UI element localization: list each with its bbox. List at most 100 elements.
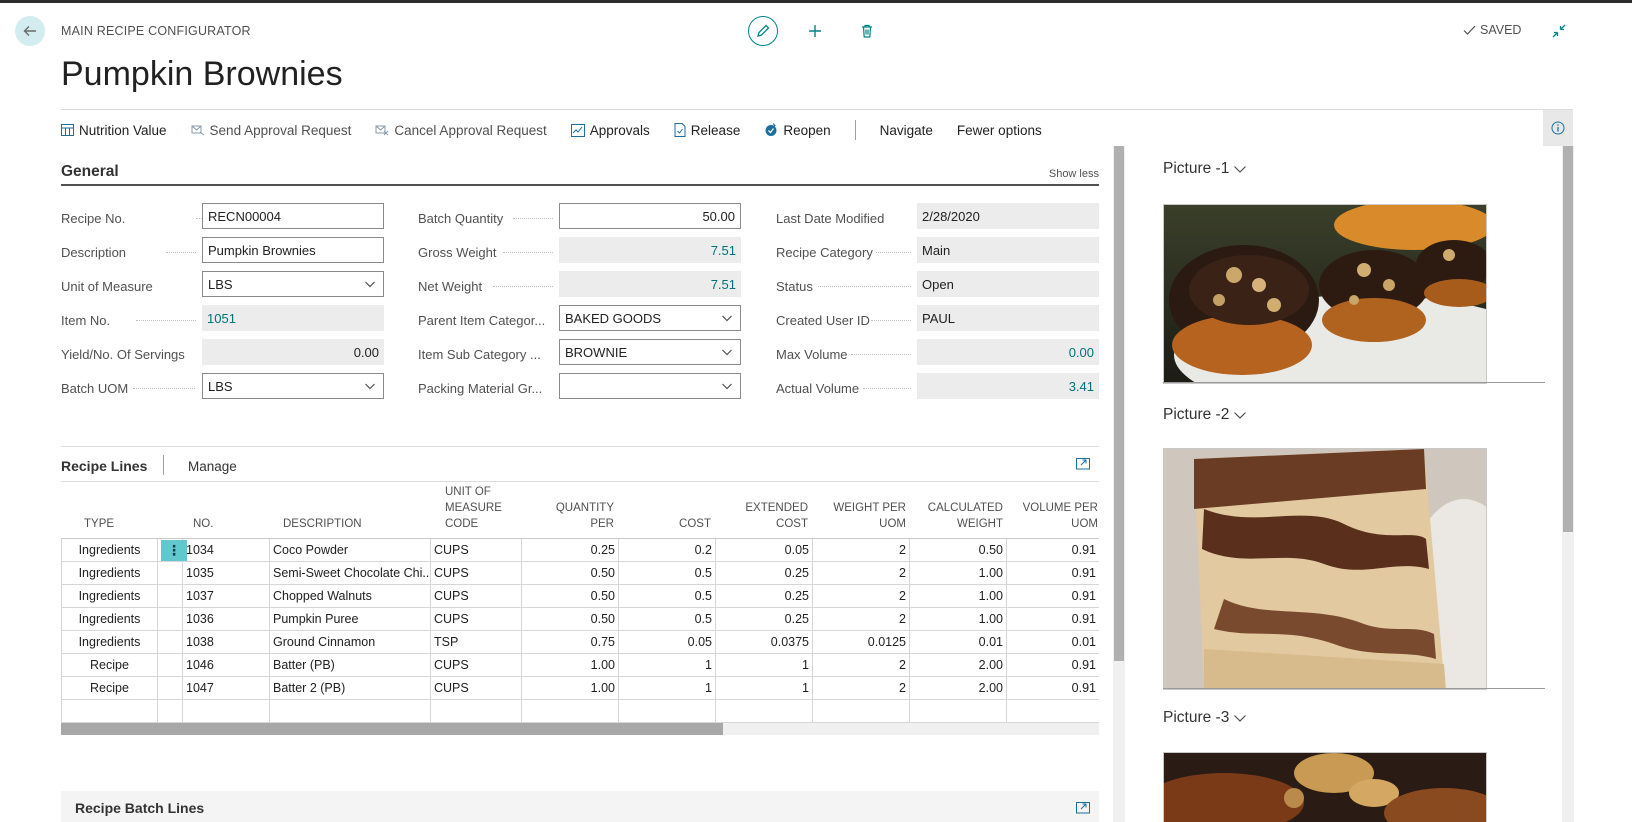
batch-quantity-input[interactable]: 50.00 xyxy=(559,203,741,229)
edit-button[interactable] xyxy=(748,16,778,46)
cell-no[interactable]: 1046 xyxy=(182,654,269,676)
cell-extended-cost[interactable]: 1 xyxy=(715,677,812,699)
cell-quantity[interactable]: 1.00 xyxy=(521,654,618,676)
recipe-no-input[interactable]: RECN00004 xyxy=(202,203,384,229)
cell-volume-per-uom[interactable]: 0.91 xyxy=(1006,539,1099,561)
cell-no[interactable]: 1037 xyxy=(182,585,269,607)
picture-1-image[interactable] xyxy=(1163,204,1487,384)
cell-uom[interactable]: CUPS xyxy=(430,585,521,607)
col-header-type[interactable]: TYPE xyxy=(84,518,115,530)
uom-select[interactable]: LBS xyxy=(202,271,384,297)
content-scroll-thumb[interactable] xyxy=(1114,146,1124,661)
cell-no[interactable]: 1047 xyxy=(182,677,269,699)
table-row[interactable]: Recipe 1046 Batter (PB) CUPS 1.00 1 1 2 2.00 0.91 xyxy=(61,654,1099,677)
cell-cost[interactable] xyxy=(618,700,715,722)
cell-cost[interactable]: 1 xyxy=(618,654,715,676)
collapse-button[interactable] xyxy=(1548,20,1570,42)
cell-type[interactable]: Ingredients xyxy=(61,562,157,584)
col-header-description[interactable]: DESCRIPTION xyxy=(283,518,362,530)
cell-no[interactable]: 1038 xyxy=(182,631,269,653)
expand-icon[interactable] xyxy=(1076,801,1091,814)
cell-row-menu[interactable] xyxy=(157,631,182,653)
cell-volume-per-uom[interactable]: 0.91 xyxy=(1006,654,1099,676)
horizontal-scrollbar[interactable] xyxy=(61,723,1099,735)
cell-row-menu[interactable] xyxy=(157,562,182,584)
cell-description[interactable]: Batter (PB) xyxy=(269,654,430,676)
cell-extended-cost[interactable] xyxy=(715,700,812,722)
cell-cost[interactable]: 0.5 xyxy=(618,562,715,584)
send-approval-action[interactable]: Send Approval Request xyxy=(191,123,351,138)
cell-cost[interactable]: 0.2 xyxy=(618,539,715,561)
cell-extended-cost[interactable]: 0.05 xyxy=(715,539,812,561)
show-less-link[interactable]: Show less xyxy=(1048,168,1099,180)
cell-type[interactable]: Ingredients xyxy=(61,585,157,607)
cell-row-menu[interactable] xyxy=(157,608,182,630)
parent-category-select[interactable]: BAKED GOODS xyxy=(559,305,741,331)
delete-button[interactable] xyxy=(852,16,882,46)
cell-description[interactable]: Coco Powder xyxy=(269,539,430,561)
factbox-scrollbar[interactable] xyxy=(1562,146,1574,822)
cell-cost[interactable]: 1 xyxy=(618,677,715,699)
cell-volume-per-uom[interactable] xyxy=(1006,700,1099,722)
horizontal-scroll-thumb[interactable] xyxy=(61,723,723,735)
cell-description[interactable]: Semi-Sweet Chocolate Chi... xyxy=(269,562,430,584)
cell-type[interactable]: Ingredients xyxy=(61,539,157,561)
picture-3-header[interactable]: Picture -3 xyxy=(1163,709,1247,727)
new-button[interactable] xyxy=(800,16,830,46)
cell-description[interactable]: Chopped Walnuts xyxy=(269,585,430,607)
cell-uom[interactable]: TSP xyxy=(430,631,521,653)
cell-uom[interactable]: CUPS xyxy=(430,562,521,584)
net-weight-value[interactable]: 7.51 xyxy=(559,271,741,297)
cell-row-menu[interactable] xyxy=(157,700,182,722)
cell-weight-per-uom[interactable]: 2 xyxy=(812,562,909,584)
cell-quantity[interactable]: 0.50 xyxy=(521,585,618,607)
cell-description[interactable]: Ground Cinnamon xyxy=(269,631,430,653)
cell-calculated-weight[interactable]: 0.50 xyxy=(909,539,1006,561)
cell-type[interactable]: Recipe xyxy=(61,654,157,676)
cell-volume-per-uom[interactable]: 0.91 xyxy=(1006,677,1099,699)
packing-material-select[interactable] xyxy=(559,373,741,399)
approvals-action[interactable]: Approvals xyxy=(570,123,650,138)
actual-volume-value[interactable]: 3.41 xyxy=(917,373,1099,399)
cell-calculated-weight[interactable]: 2.00 xyxy=(909,677,1006,699)
cell-cost[interactable]: 0.5 xyxy=(618,608,715,630)
table-row[interactable]: Ingredients 1035 Semi-Sweet Chocolate Chi.… xyxy=(61,562,1099,585)
cell-type[interactable]: Ingredients xyxy=(61,631,157,653)
cell-type[interactable] xyxy=(61,700,157,722)
cell-description[interactable]: Pumpkin Puree xyxy=(269,608,430,630)
cell-uom[interactable]: CUPS xyxy=(430,654,521,676)
col-header-weight-per-uom[interactable]: WEIGHT PER UOM xyxy=(813,500,906,532)
cell-quantity[interactable]: 0.50 xyxy=(521,608,618,630)
picture-3-image[interactable] xyxy=(1163,752,1487,822)
cell-extended-cost[interactable]: 0.25 xyxy=(715,608,812,630)
cell-calculated-weight[interactable]: 1.00 xyxy=(909,585,1006,607)
cell-quantity[interactable] xyxy=(521,700,618,722)
table-row[interactable]: Ingredients 1034 Coco Powder CUPS 0.25 0.2 0.0… xyxy=(61,539,1099,562)
factbox-scroll-thumb[interactable] xyxy=(1563,146,1573,532)
item-no-value[interactable]: 1051 xyxy=(202,305,384,331)
cell-quantity[interactable]: 0.75 xyxy=(521,631,618,653)
cell-quantity[interactable]: 0.25 xyxy=(521,539,618,561)
cell-volume-per-uom[interactable]: 0.91 xyxy=(1006,562,1099,584)
cell-type[interactable]: Recipe xyxy=(61,677,157,699)
col-header-quantity[interactable]: QUANTITY PER xyxy=(533,500,614,532)
col-header-cost[interactable]: COST xyxy=(679,518,711,530)
cell-weight-per-uom[interactable]: 2 xyxy=(812,585,909,607)
cell-no[interactable] xyxy=(182,700,269,722)
cell-uom[interactable]: CUPS xyxy=(430,677,521,699)
cell-volume-per-uom[interactable]: 0.91 xyxy=(1006,585,1099,607)
table-row[interactable]: Recipe 1047 Batter 2 (PB) CUPS 1.00 1 1 2 2.00 0.… xyxy=(61,677,1099,700)
gross-weight-value[interactable]: 7.51 xyxy=(559,237,741,263)
cell-type[interactable]: Ingredients xyxy=(61,608,157,630)
cell-cost[interactable]: 0.05 xyxy=(618,631,715,653)
col-header-calculated-weight[interactable]: CALCULATED WEIGHT xyxy=(909,500,1003,532)
picture-2-header[interactable]: Picture -2 xyxy=(1163,406,1247,424)
table-row[interactable]: Ingredients 1037 Chopped Walnuts CUPS 0.50 0.… xyxy=(61,585,1099,608)
cell-calculated-weight[interactable]: 0.01 xyxy=(909,631,1006,653)
manage-menu[interactable]: Manage xyxy=(188,459,237,474)
cell-weight-per-uom[interactable]: 2 xyxy=(812,539,909,561)
content-scrollbar[interactable] xyxy=(1113,146,1125,822)
cell-no[interactable]: 1034 xyxy=(182,539,269,561)
sub-category-select[interactable]: BROWNIE xyxy=(559,339,741,365)
col-header-extended-cost[interactable]: EXTENDED COST xyxy=(721,500,808,532)
